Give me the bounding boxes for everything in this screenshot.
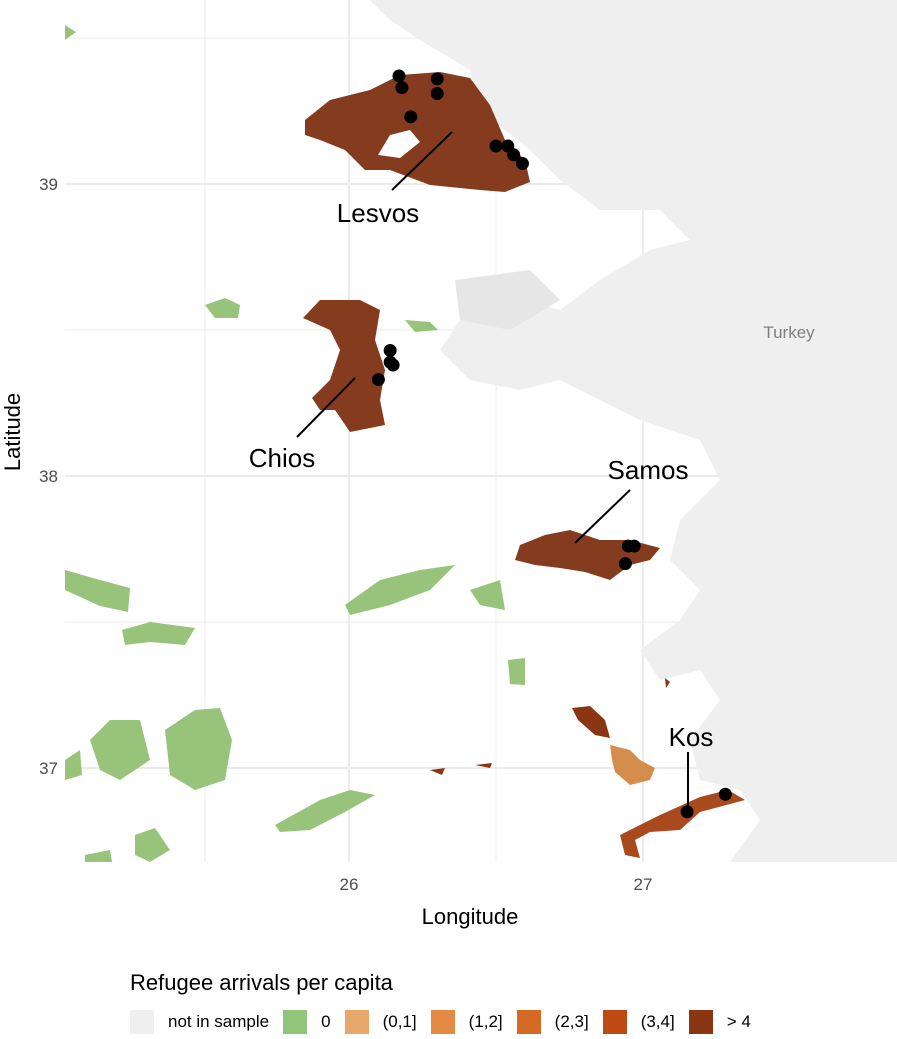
legend-swatch <box>516 1010 541 1034</box>
legend-label: not in sample <box>168 1012 270 1031</box>
legend-title: Refugee arrivals per capita <box>130 970 393 995</box>
arrival-point <box>386 358 400 372</box>
country-label-turkey: Turkey <box>763 323 815 342</box>
arrival-point <box>618 557 632 571</box>
legend-swatch <box>283 1010 308 1034</box>
legend-label: (3,4] <box>640 1012 675 1031</box>
y-axis-label: Latitude <box>0 393 25 471</box>
arrival-point <box>430 72 444 86</box>
island-labels: Lesvos Chios Samos Kos <box>249 131 714 810</box>
legend-label: (0,1] <box>382 1012 417 1031</box>
legend-swatch <box>130 1010 154 1034</box>
island-lesvos <box>305 72 530 192</box>
y-tick-37: 37 <box>39 759 58 778</box>
label-lesvos: Lesvos <box>337 198 419 228</box>
map: Lesvos Chios Samos Kos Turkey 26 27 39 3… <box>0 0 897 929</box>
legend-label: 0 <box>321 1012 331 1031</box>
x-axis-label: Longitude <box>422 904 519 929</box>
green-islands <box>65 25 525 862</box>
y-tick-39: 39 <box>39 175 58 194</box>
arrival-point <box>489 139 503 153</box>
legend: not in sample 0 (0,1] (1,2] (2,3] (3,4] > 4 <box>130 1010 765 1034</box>
legend-swatch <box>602 1010 627 1034</box>
arrival-point <box>627 539 641 553</box>
legend-swatch <box>430 1010 455 1034</box>
arrival-point <box>383 343 397 357</box>
x-tick-27: 27 <box>634 875 653 894</box>
arrival-point <box>430 86 444 100</box>
legend-label: (1,2] <box>468 1012 503 1031</box>
arrival-point <box>718 787 732 801</box>
y-tick-38: 38 <box>39 467 58 486</box>
x-tick-26: 26 <box>340 875 359 894</box>
legend-swatch <box>688 1010 713 1034</box>
legend-label: > 4 <box>726 1012 751 1031</box>
label-samos: Samos <box>608 455 689 485</box>
turkey-land <box>370 0 897 862</box>
arrival-point <box>507 148 521 162</box>
arrival-point <box>371 373 385 387</box>
arrival-point <box>515 157 529 171</box>
arrival-point <box>395 81 409 95</box>
arrival-point <box>392 69 406 83</box>
island-chios <box>303 300 385 432</box>
arrival-point <box>404 110 418 124</box>
arrival-points <box>371 69 732 819</box>
other-brown-islands <box>430 678 670 785</box>
arrival-point <box>680 805 694 819</box>
island-samos <box>515 530 660 580</box>
legend-label: (2,3] <box>554 1012 589 1031</box>
island-kos <box>620 790 745 858</box>
label-chios: Chios <box>249 443 315 473</box>
legend-swatch <box>344 1010 369 1034</box>
axis-ticks: 26 27 39 38 37 <box>39 175 652 894</box>
label-kos: Kos <box>669 722 714 752</box>
